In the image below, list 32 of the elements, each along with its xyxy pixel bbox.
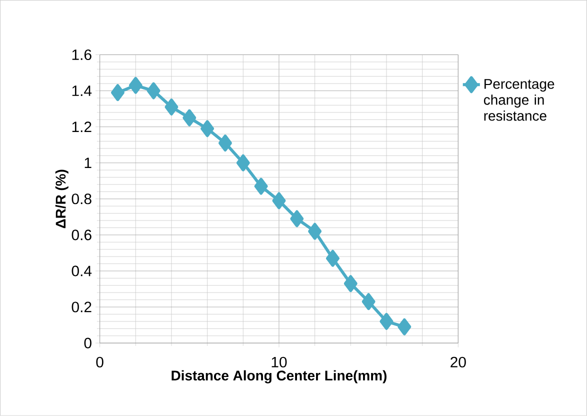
point [218, 134, 232, 152]
point [380, 313, 394, 330]
point [272, 192, 286, 210]
point [254, 178, 268, 195]
point [110, 84, 124, 102]
y-tick-label: 0 [84, 338, 92, 348]
point [182, 109, 196, 126]
y-tick-label: 1.4 [72, 86, 92, 96]
point [344, 275, 358, 292]
x-tick-label: 20 [450, 356, 466, 368]
y-tick-label: 1.6 [72, 50, 92, 60]
y-tick-label: 0.4 [72, 266, 92, 276]
point [146, 82, 160, 100]
legend-label: Percentage change in resistance [484, 79, 554, 121]
point [308, 222, 322, 240]
point [164, 98, 178, 116]
y-tick-label: 0.8 [72, 194, 92, 204]
point [128, 77, 142, 94]
x-tick-label: 0 [96, 356, 104, 368]
y-tick-label: 1 [84, 158, 92, 168]
point [398, 318, 412, 336]
point [290, 210, 304, 228]
point [326, 250, 340, 267]
x-axis-title: Distance Along Center Line(mm) [172, 370, 386, 384]
point [362, 293, 376, 310]
y-tick-label: 0.6 [72, 230, 92, 240]
x-tick-label: 10 [272, 356, 287, 368]
point [200, 120, 214, 138]
y-tick-label: 1.2 [72, 122, 92, 132]
y-axis-title: ΔR/R (%) [55, 170, 68, 228]
y-tick-label: 0.2 [72, 302, 92, 312]
point [236, 154, 250, 172]
